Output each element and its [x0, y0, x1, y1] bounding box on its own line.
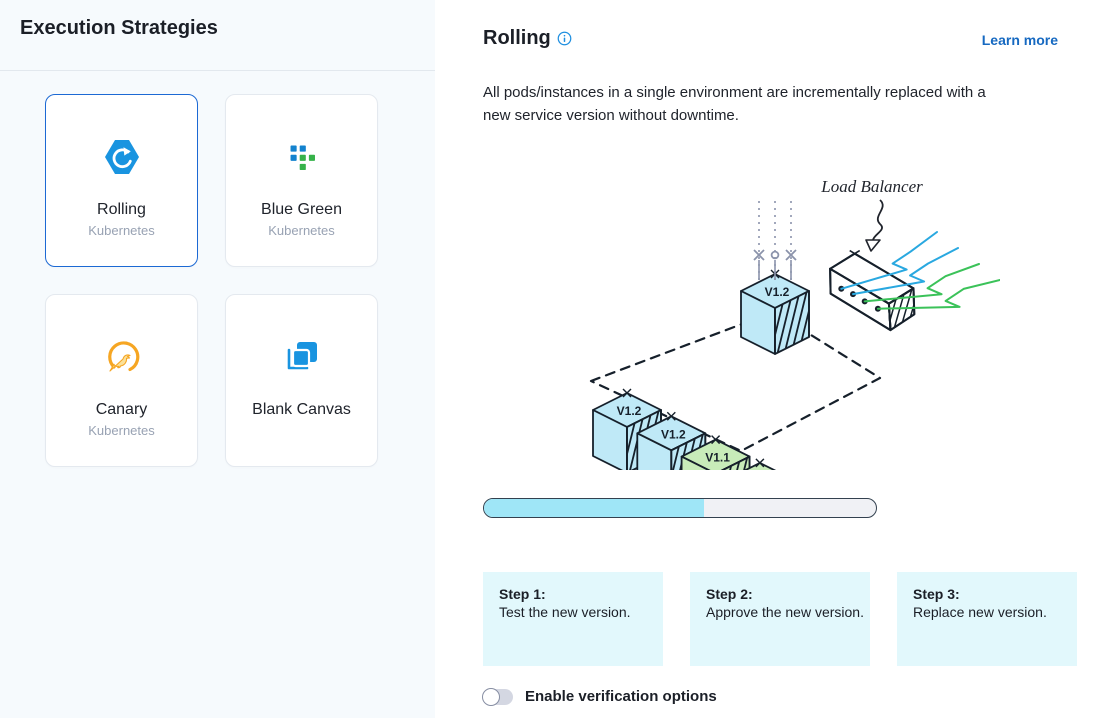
svg-text:V1.2: V1.2	[617, 404, 642, 418]
svg-text:V1.1: V1.1	[705, 451, 730, 465]
svg-text:V1.2: V1.2	[765, 285, 790, 299]
svg-text:V1.2: V1.2	[661, 427, 686, 441]
svg-text:Load Balancer: Load Balancer	[820, 180, 923, 196]
